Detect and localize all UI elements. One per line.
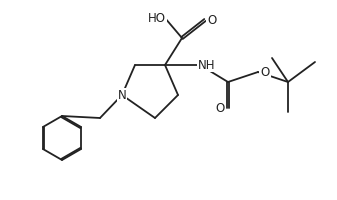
Text: O: O (207, 14, 217, 27)
Text: O: O (215, 102, 225, 115)
Text: N: N (118, 89, 126, 102)
Text: HO: HO (148, 12, 166, 25)
Text: O: O (261, 66, 270, 79)
Text: NH: NH (198, 59, 216, 72)
